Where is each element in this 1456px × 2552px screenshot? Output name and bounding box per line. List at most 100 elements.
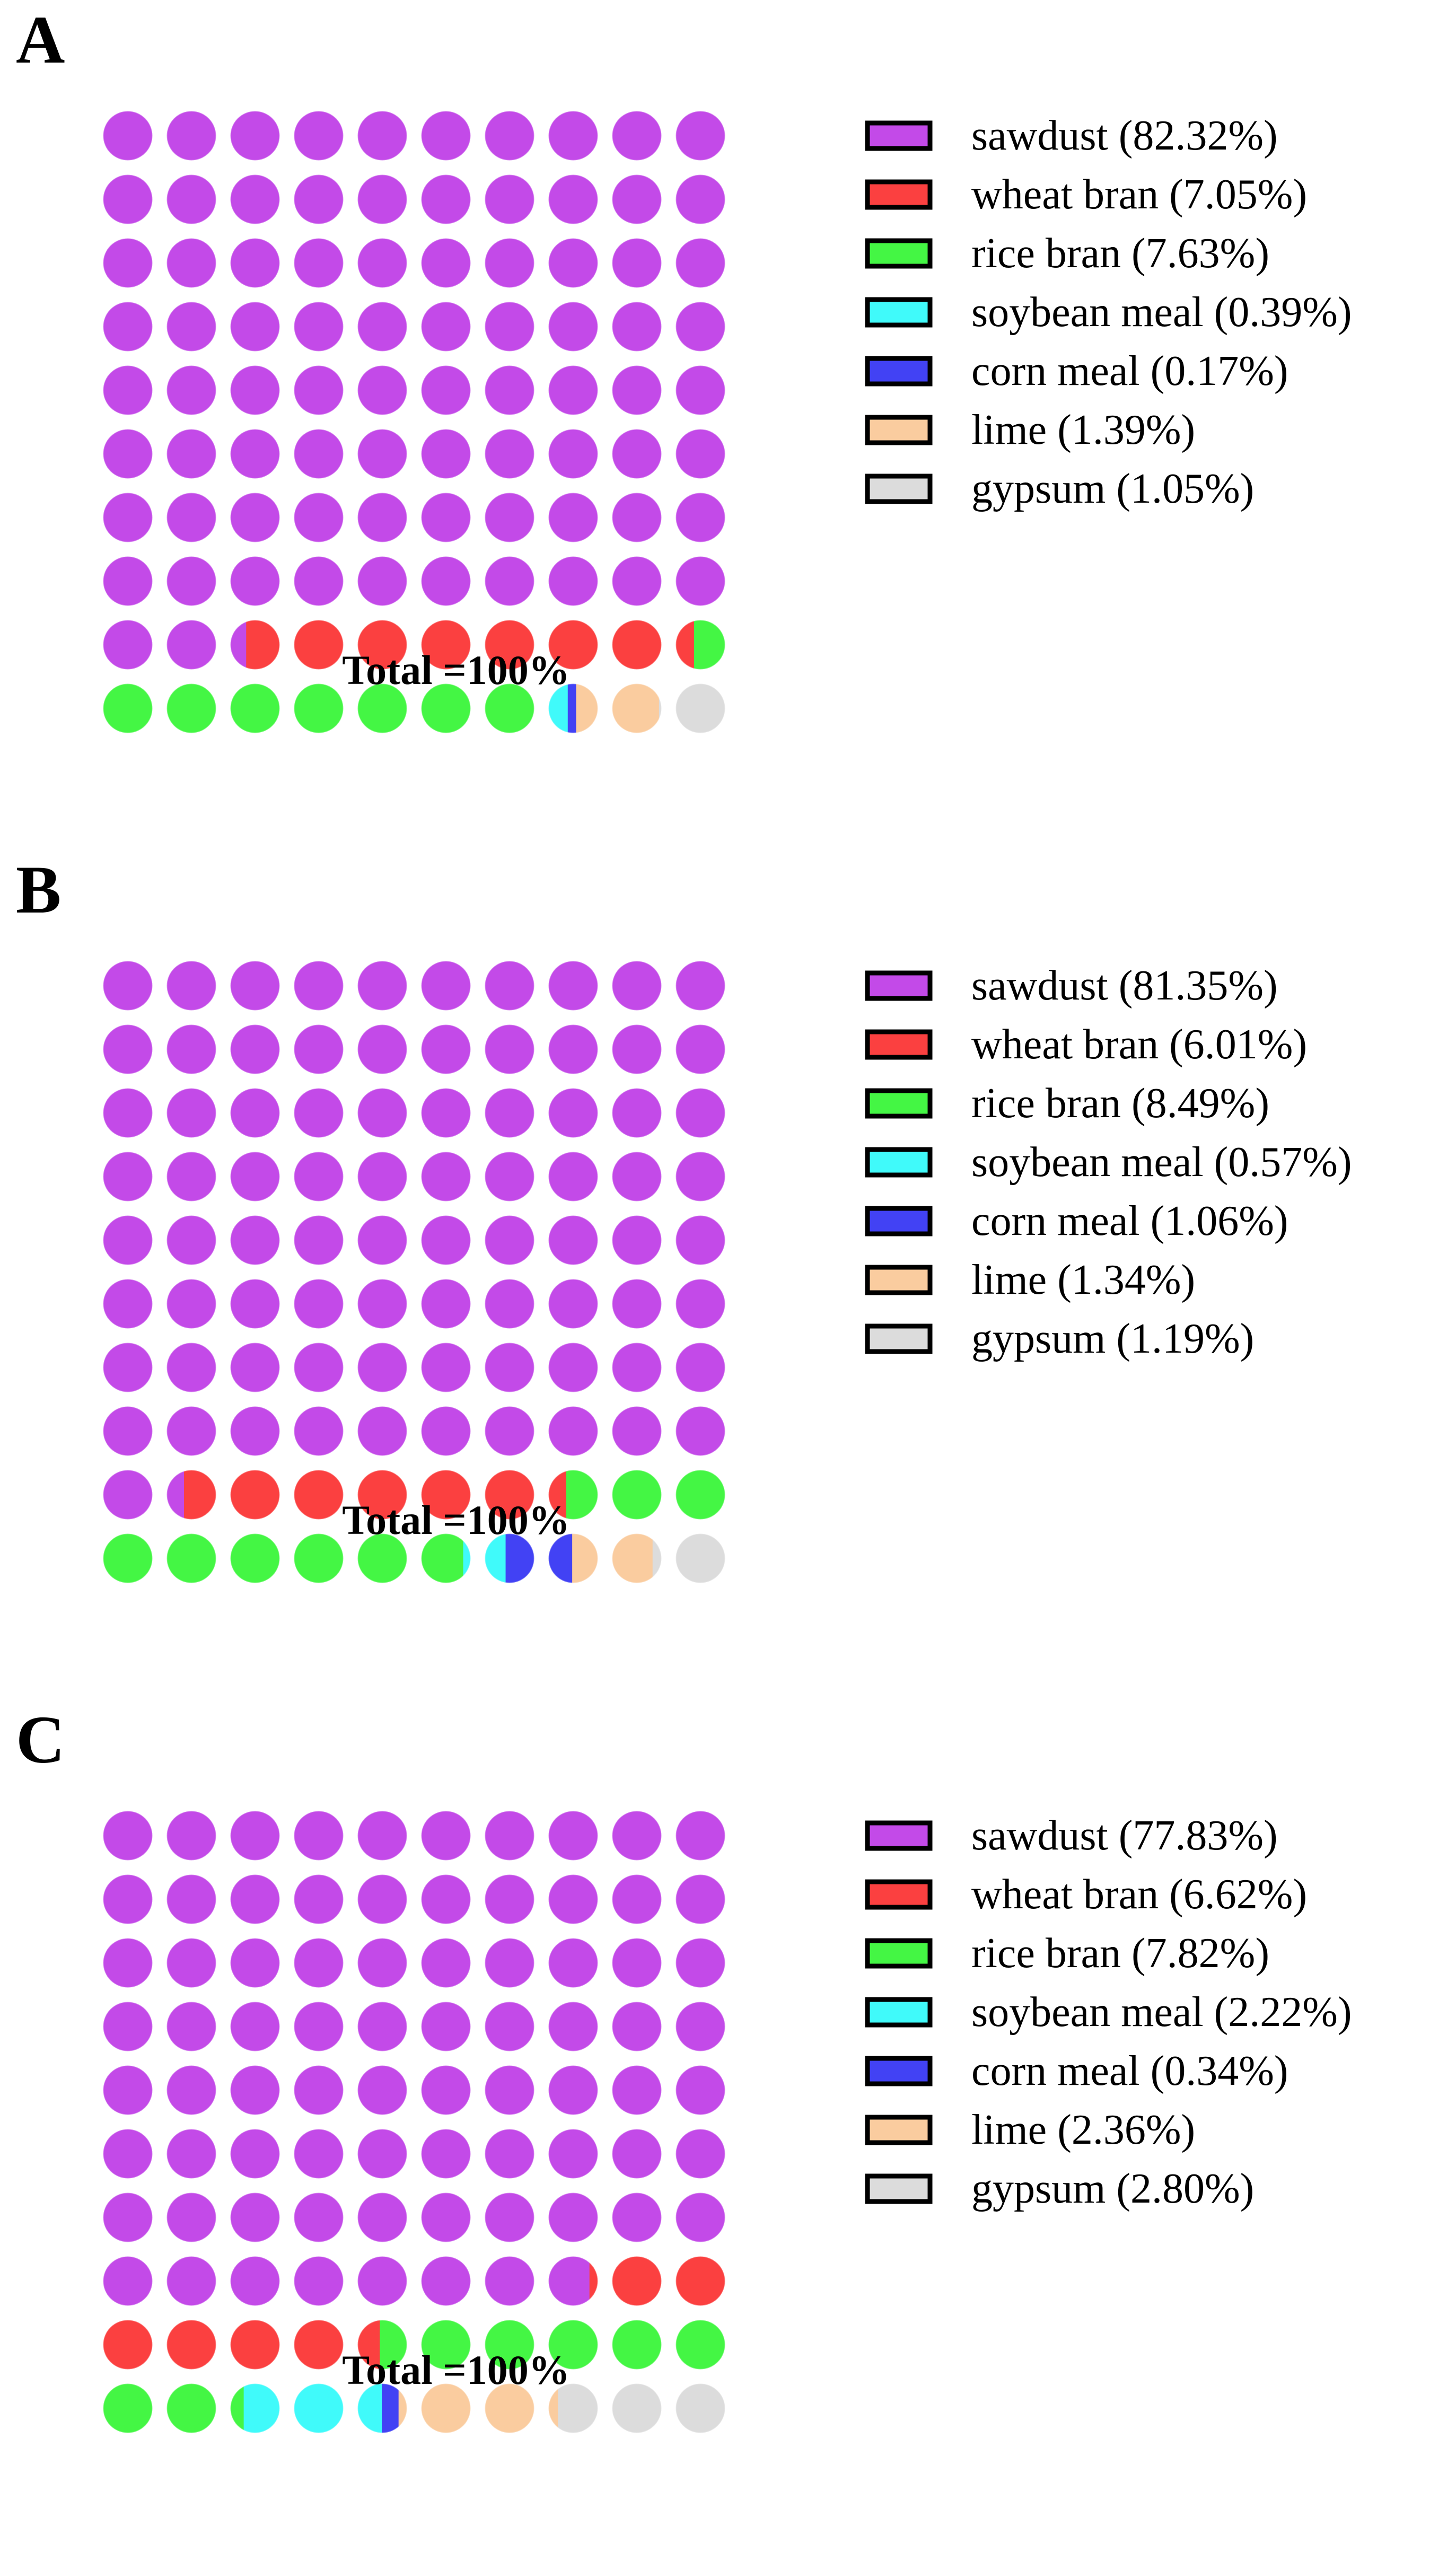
- waffle-cell: [357, 2065, 408, 2116]
- waffle-segment-sawdust: [421, 429, 471, 479]
- waffle-cell-outline: [102, 2383, 153, 2434]
- waffle-segment-sawdust: [166, 1406, 216, 1456]
- waffle-cell: [611, 238, 662, 288]
- waffle-cell: [166, 1874, 217, 1925]
- waffle-cell-outline: [548, 1533, 599, 1584]
- waffle-cell: [102, 2319, 153, 2370]
- waffle-segment-sawdust: [421, 1343, 471, 1392]
- waffle-segment-lime: [572, 1533, 598, 1583]
- waffle-cell: [611, 174, 662, 225]
- waffle-cell: [230, 1088, 280, 1138]
- waffle-cell-outline: [357, 1937, 408, 1988]
- waffle-cell: [484, 1215, 535, 1266]
- waffle-cell-outline: [484, 960, 535, 1011]
- waffle-segment-sawdust: [166, 1874, 216, 1924]
- waffle-cell: [230, 2319, 280, 2370]
- waffle-segment-sawdust: [485, 1406, 534, 1456]
- waffle-cell-outline: [548, 492, 599, 543]
- waffle-segment-sawdust: [357, 1343, 407, 1392]
- waffle-cell-outline: [166, 2192, 217, 2243]
- total-label: Total =100%: [342, 647, 569, 693]
- waffle-segment-sawdust: [357, 238, 407, 288]
- waffle-cell: [293, 365, 344, 416]
- waffle-segment-sawdust: [357, 365, 407, 415]
- waffle-segment-sawdust: [230, 174, 280, 224]
- waffle-cell: [611, 1874, 662, 1925]
- waffle-cell: [166, 1342, 217, 1393]
- waffle-segment-sawdust: [294, 429, 344, 479]
- waffle-segment-sawdust: [548, 1152, 598, 1202]
- waffle-cell: [357, 1469, 408, 1520]
- waffle-cell: [420, 1937, 471, 1988]
- waffle-cell-outline: [484, 1088, 535, 1138]
- waffle-segment-sawdust: [103, 1279, 153, 1329]
- waffle-cell-outline: [484, 1215, 535, 1266]
- waffle-segment-sawdust: [230, 2065, 280, 2115]
- waffle-segment-rice-bran: [357, 1533, 407, 1583]
- waffle-cell: [548, 2128, 599, 2179]
- waffle-cell-outline: [230, 2319, 280, 2370]
- waffle-segment-sawdust: [357, 2256, 407, 2306]
- waffle-cell-outline: [230, 2128, 280, 2179]
- waffle-segment-sawdust: [230, 1152, 280, 1202]
- waffle-segment-sawdust: [294, 174, 344, 224]
- waffle-segment-sawdust: [294, 493, 344, 542]
- waffle-segment-sawdust: [548, 493, 598, 542]
- waffle-cell: [675, 1278, 726, 1329]
- waffle-cell-outline: [102, 174, 153, 225]
- waffle-cell: [611, 2319, 662, 2370]
- waffle-cell-outline: [293, 1088, 344, 1138]
- waffle-segment-sawdust: [485, 238, 534, 288]
- waffle-segment-sawdust: [421, 2129, 471, 2179]
- waffle-segment-sawdust: [166, 2193, 216, 2242]
- waffle-segment-sawdust: [294, 365, 344, 415]
- waffle-segment-rice-bran: [421, 1533, 464, 1583]
- waffle-segment-wheat-bran: [421, 1470, 471, 1520]
- waffle-cell-outline: [675, 1469, 726, 1520]
- waffle-cell: [230, 492, 280, 543]
- waffle-segment-sawdust: [548, 1024, 598, 1074]
- waffle-cell-outline: [102, 365, 153, 416]
- waffle-cell: [230, 2065, 280, 2116]
- waffle-segment-wheat-bran: [166, 2320, 216, 2370]
- waffle-segment-rice-bran: [294, 1533, 344, 1583]
- waffle-segment-gypsum: [612, 2383, 662, 2433]
- waffle-segment-rice-bran: [548, 2320, 598, 2370]
- waffle-cell-outline: [293, 619, 344, 670]
- waffle-segment-wheat-bran: [485, 1470, 534, 1520]
- waffle-cell: [484, 1874, 535, 1925]
- waffle-segment-sawdust: [166, 556, 216, 606]
- waffle-segment-sawdust: [676, 1343, 725, 1392]
- waffle-cell: [611, 1533, 662, 1584]
- waffle-segment-sawdust: [421, 493, 471, 542]
- waffle-cell-outline: [166, 110, 217, 161]
- waffle-segment-sawdust: [676, 1874, 725, 1924]
- waffle-cell-outline: [230, 1215, 280, 1266]
- waffle-cell: [420, 556, 471, 607]
- waffle-segment-sawdust: [230, 2002, 280, 2051]
- total-label: Total =100%: [342, 1497, 569, 1543]
- waffle-cell-outline: [230, 960, 280, 1011]
- waffle-cell-outline: [357, 1151, 408, 1202]
- waffle-cell: [611, 110, 662, 161]
- waffle-segment-sawdust: [548, 1406, 598, 1456]
- legend: sawdust (81.35%) wheat bran (6.01%) rice b…: [865, 962, 1352, 1362]
- waffle-cell-outline: [675, 1810, 726, 1861]
- waffle-cell-outline: [675, 960, 726, 1011]
- waffle-segment-sawdust: [485, 2129, 534, 2179]
- waffle-cell: [548, 960, 599, 1011]
- waffle-cell-outline: [611, 619, 662, 670]
- waffle-cell: [420, 2319, 471, 2370]
- waffle-cell: [166, 1151, 217, 1202]
- waffle-cell: [166, 110, 217, 161]
- waffle-segment-sawdust: [166, 2002, 216, 2051]
- waffle-cell: [675, 365, 726, 416]
- waffle-cell: [230, 2256, 280, 2307]
- waffle-cell-outline: [548, 2192, 599, 2243]
- waffle-segment-sawdust: [548, 1938, 598, 1988]
- waffle-segment-sawdust: [485, 1215, 534, 1265]
- waffle-segment-rice-bran: [166, 683, 216, 733]
- waffle-cell-outline: [484, 365, 535, 416]
- waffle-cell: [611, 619, 662, 670]
- waffle-segment-sawdust: [421, 1811, 471, 1861]
